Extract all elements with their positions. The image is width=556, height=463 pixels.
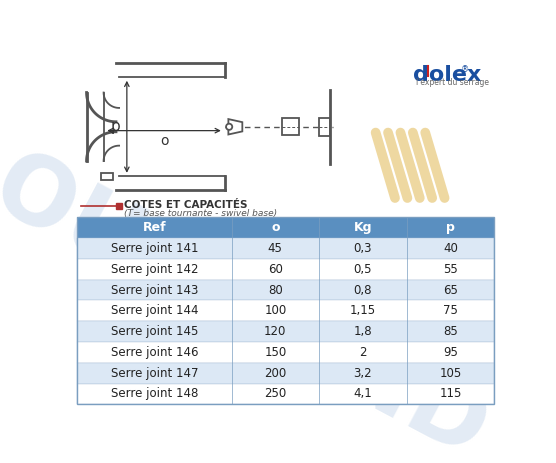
Text: Ref: Ref	[142, 221, 166, 234]
Bar	[101, 173, 113, 180]
Text: 0,5: 0,5	[354, 263, 372, 276]
Text: 3,2: 3,2	[354, 367, 372, 380]
Text: Serre joint 147: Serre joint 147	[111, 367, 198, 380]
Bar	[77, 300, 494, 321]
Circle shape	[226, 124, 232, 130]
Text: p: p	[446, 221, 455, 234]
Bar	[77, 363, 494, 383]
Text: 55: 55	[443, 263, 458, 276]
Text: 105: 105	[439, 367, 461, 380]
Text: o: o	[160, 134, 168, 148]
Text: 0,8: 0,8	[354, 283, 372, 296]
Bar	[77, 280, 494, 300]
Text: 1,8: 1,8	[354, 325, 372, 338]
Text: 75: 75	[443, 304, 458, 317]
Text: 65: 65	[443, 283, 458, 296]
Text: l'expert du serrage: l'expert du serrage	[416, 78, 489, 87]
Bar	[282, 119, 299, 135]
Text: 45: 45	[268, 242, 283, 255]
Text: Serre joint 142: Serre joint 142	[111, 263, 198, 276]
Text: dolex: dolex	[413, 65, 481, 85]
Text: 150: 150	[264, 346, 286, 359]
Text: (T= base tournante - swivel base): (T= base tournante - swivel base)	[124, 209, 277, 218]
Text: 95: 95	[443, 346, 458, 359]
Text: 120: 120	[264, 325, 286, 338]
Text: 200: 200	[264, 367, 286, 380]
Text: o: o	[271, 221, 280, 234]
Polygon shape	[229, 119, 242, 134]
Bar	[77, 217, 494, 404]
Text: 80: 80	[268, 283, 282, 296]
Text: Serre joint 143: Serre joint 143	[111, 283, 198, 296]
Text: 40: 40	[443, 242, 458, 255]
Text: p: p	[111, 119, 121, 134]
Text: 60: 60	[268, 263, 283, 276]
Text: Serre joint 146: Serre joint 146	[111, 346, 198, 359]
Text: Serre joint 144: Serre joint 144	[111, 304, 198, 317]
Text: Serre joint 145: Serre joint 145	[111, 325, 198, 338]
Bar	[77, 259, 494, 280]
Bar	[77, 217, 494, 238]
Bar	[77, 383, 494, 404]
Text: 115: 115	[439, 388, 461, 400]
Bar	[77, 321, 494, 342]
Text: ®: ®	[461, 65, 469, 74]
Bar	[77, 238, 494, 259]
Bar	[77, 342, 494, 363]
Text: 250: 250	[264, 388, 286, 400]
Text: Serre joint 148: Serre joint 148	[111, 388, 198, 400]
Text: Serre joint 141: Serre joint 141	[111, 242, 198, 255]
Bar	[319, 118, 330, 136]
Text: 100: 100	[264, 304, 286, 317]
Text: Kg: Kg	[354, 221, 372, 234]
Text: 4,1: 4,1	[354, 388, 372, 400]
Text: 0,3: 0,3	[354, 242, 372, 255]
Text: OUTILAND: OUTILAND	[0, 141, 503, 463]
Text: 2: 2	[359, 346, 366, 359]
Text: COTES ET CAPACITÉS: COTES ET CAPACITÉS	[124, 200, 247, 210]
Text: 85: 85	[443, 325, 458, 338]
Text: 1,15: 1,15	[350, 304, 376, 317]
